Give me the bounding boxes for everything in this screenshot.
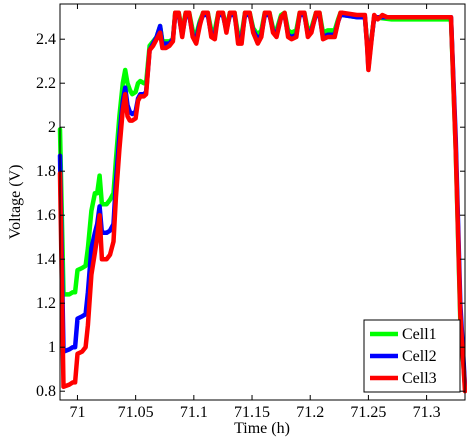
y-tick-label: 1 <box>48 339 56 356</box>
y-tick-label: 1.6 <box>36 207 56 224</box>
x-axis: 71 71.05 71.1 71.15 71.2 71.25 71.3 <box>69 4 441 421</box>
x-tick-label: 71.2 <box>296 404 324 421</box>
y-tick-label: 2 <box>48 119 56 136</box>
legend-label: Cell1 <box>402 326 437 343</box>
y-tick-label: 1.4 <box>36 251 56 268</box>
plot-lines <box>57 10 467 394</box>
legend: Cell1 Cell2 Cell3 <box>363 319 461 393</box>
y-tick-label: 0.8 <box>36 383 56 400</box>
y-tick-label: 2.2 <box>36 75 56 92</box>
x-tick-label: 71.1 <box>180 404 208 421</box>
y-axis-label: Voltage (V) <box>7 165 24 240</box>
x-axis-label: Time (h) <box>234 420 290 437</box>
y-tick-label: 1.2 <box>36 295 56 312</box>
x-tick-label: 71.3 <box>413 404 441 421</box>
x-tick-label: 71 <box>69 404 85 421</box>
x-tick-label: 71.25 <box>350 404 386 421</box>
y-tick-label: 2.4 <box>36 31 56 48</box>
legend-label: Cell3 <box>402 370 437 387</box>
x-tick-label: 71.05 <box>118 404 154 421</box>
plot-frame <box>59 3 466 401</box>
legend-label: Cell2 <box>402 348 437 365</box>
y-axis: 0.8 1 1.2 1.4 1.6 1.8 2 2.2 2.4 <box>36 31 465 400</box>
y-tick-label: 1.8 <box>36 163 56 180</box>
series-line-3 <box>57 10 467 394</box>
x-tick-label: 71.15 <box>234 404 270 421</box>
